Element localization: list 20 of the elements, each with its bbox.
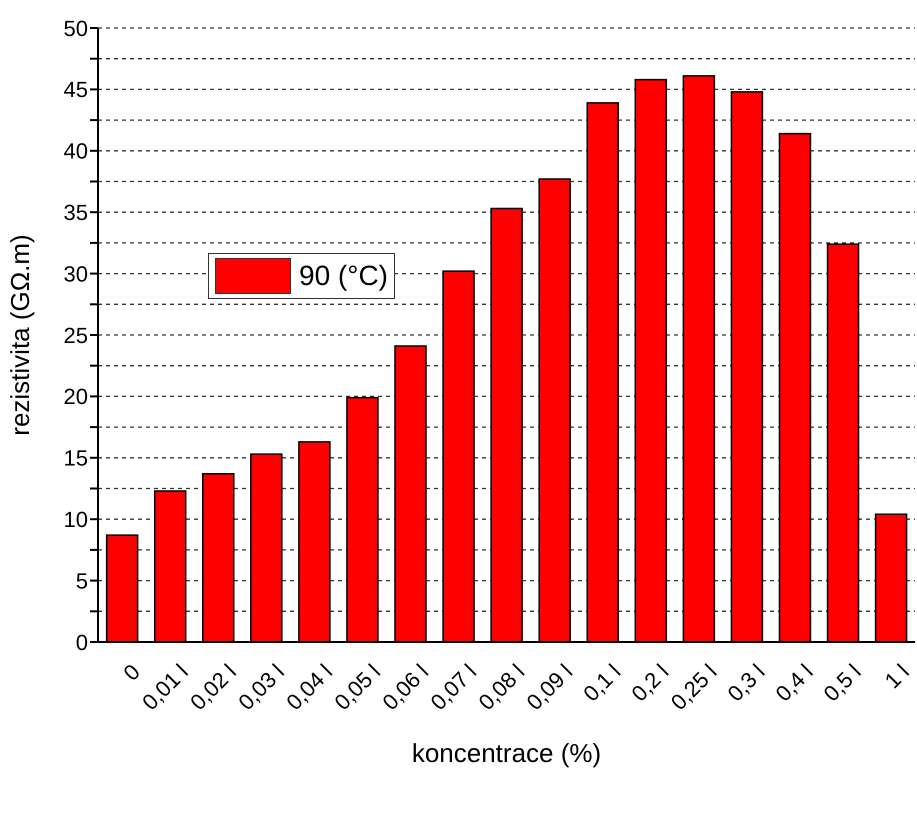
x-tick-label: 0,1 l	[578, 659, 626, 706]
y-tick-label: 30	[64, 261, 88, 286]
x-axis-title: koncentrace (%)	[412, 738, 602, 768]
x-tick-label: 0	[118, 659, 145, 686]
y-tick-label: 20	[64, 384, 88, 410]
x-tick-label: 0,3 l	[722, 659, 770, 706]
y-axis-title: rezistivita (GΩ.m)	[5, 234, 36, 436]
x-tick-label: 0,4 l	[770, 659, 818, 706]
y-tick-label: 25	[64, 322, 88, 348]
y-tick-label: 40	[64, 138, 88, 164]
x-tick-label: 1 l	[880, 659, 914, 694]
y-tick-label: 50	[64, 16, 88, 41]
y-tick-label: 45	[64, 77, 88, 102]
y-tick-label: 35	[64, 200, 88, 226]
y-tick-label: 10	[64, 507, 88, 532]
y-tick-label: 0	[76, 630, 88, 655]
legend-label: 90 (°C)	[299, 260, 388, 292]
y-tick-label: 15	[64, 446, 88, 471]
y-tick-label: 5	[76, 568, 88, 594]
x-tick-label: 0,5 l	[818, 659, 866, 706]
